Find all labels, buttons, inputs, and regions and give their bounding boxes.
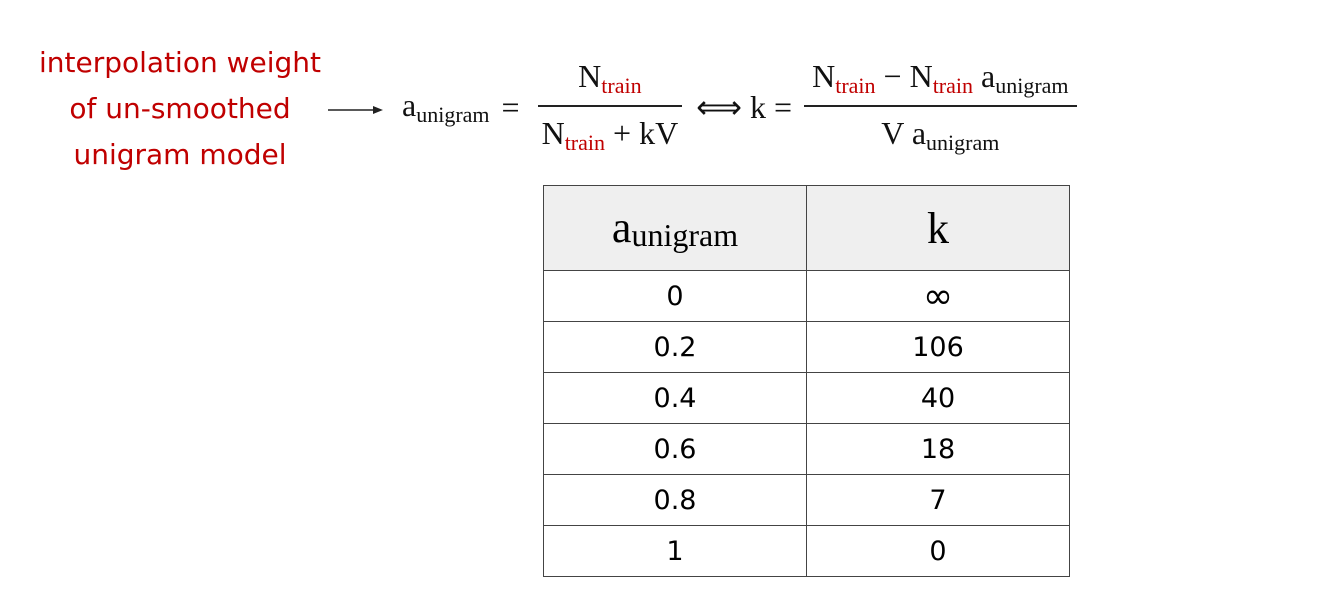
subscript: train bbox=[835, 73, 876, 98]
subscript: train bbox=[564, 130, 606, 155]
header-cell: aunigram bbox=[543, 185, 807, 271]
subscript: unigram bbox=[631, 217, 739, 253]
header-cell: k bbox=[806, 185, 1070, 271]
operator: ⟺ bbox=[696, 89, 743, 125]
symbol: a bbox=[402, 86, 417, 123]
table-row: 0 ∞ bbox=[543, 270, 1070, 322]
table-cell: 0.6 bbox=[543, 423, 807, 475]
symbol: a bbox=[911, 115, 927, 151]
table-cell: 1 bbox=[543, 525, 807, 577]
subscript: unigram bbox=[416, 101, 490, 127]
symbol: N bbox=[578, 58, 602, 94]
annotation: interpolation weight of un-smoothed unig… bbox=[10, 40, 350, 178]
table-cell: 18 bbox=[806, 423, 1070, 475]
fraction: Ntrain − Ntrain aunigram V aunigram bbox=[804, 58, 1077, 156]
table-cell: 0.8 bbox=[543, 474, 807, 526]
table-row: 0.6 18 bbox=[543, 423, 1070, 475]
subscript: unigram bbox=[995, 73, 1069, 98]
table-row: 0.2 106 bbox=[543, 321, 1070, 373]
symbol: V bbox=[881, 115, 904, 151]
symbol: a bbox=[611, 203, 632, 252]
arrow bbox=[328, 106, 383, 114]
symbol: + kV bbox=[613, 115, 679, 151]
table-cell: 40 bbox=[806, 372, 1070, 424]
fraction: Ntrain Ntrain + kV bbox=[537, 58, 683, 156]
annotation-line: of un-smoothed bbox=[69, 92, 291, 125]
table-row: 0.4 40 bbox=[543, 372, 1070, 424]
operator: − bbox=[883, 58, 902, 94]
table: aunigram k 0 ∞ 0.2 106 0.4 40 0.6 18 0.8 7 1 0 bbox=[543, 185, 1070, 577]
subscript: train bbox=[601, 73, 642, 98]
table-cell: 0.2 bbox=[543, 321, 807, 373]
operator: = bbox=[501, 88, 520, 125]
table-cell: 106 bbox=[806, 321, 1070, 373]
operator: k = bbox=[750, 88, 793, 125]
symbol: N bbox=[541, 115, 565, 151]
symbol: a bbox=[981, 58, 996, 94]
formula: aunigram = Ntrain Ntrain + kV ⟺ k = Ntra… bbox=[402, 52, 1083, 162]
table-cell: 7 bbox=[806, 474, 1070, 526]
table-cell: 0 bbox=[543, 270, 807, 322]
table-cell: 0.4 bbox=[543, 372, 807, 424]
table-cell: ∞ bbox=[806, 270, 1070, 322]
annotation-line: interpolation weight bbox=[38, 46, 322, 79]
annotation-line: unigram model bbox=[73, 138, 287, 171]
table-body: 0 ∞ 0.2 106 0.4 40 0.6 18 0.8 7 1 0 bbox=[543, 270, 1070, 577]
subscript: train bbox=[932, 73, 974, 98]
subscript: unigram bbox=[926, 130, 1000, 155]
symbol: N bbox=[812, 58, 836, 94]
table-row: 0.8 7 bbox=[543, 474, 1070, 526]
alpha: aunigram bbox=[402, 87, 490, 128]
symbol: N bbox=[909, 58, 933, 94]
table-cell: 0 bbox=[806, 525, 1070, 577]
